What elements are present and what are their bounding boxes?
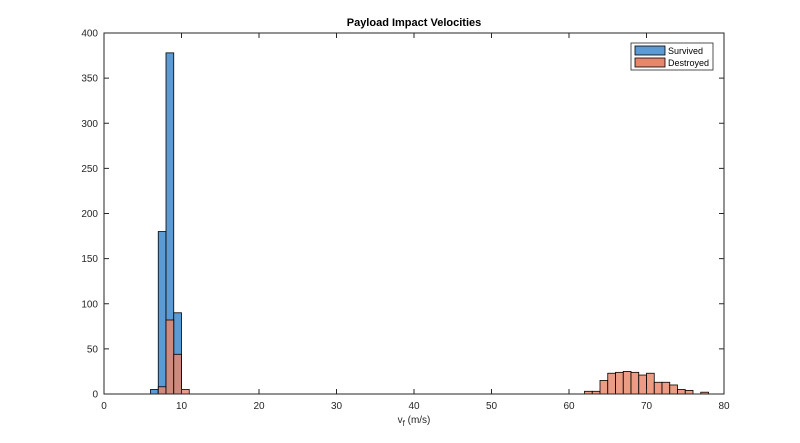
y-tick-label: 50 <box>87 344 99 355</box>
y-tick-label: 400 <box>81 29 98 40</box>
bar-destroyed-74 <box>677 389 686 395</box>
x-tick-label: 0 <box>101 401 107 412</box>
legend-swatch-destroyed <box>634 57 666 68</box>
y-tick-label: 100 <box>81 299 98 310</box>
x-tick-label: 10 <box>176 401 188 412</box>
legend-label-survived: Survived <box>668 46 703 56</box>
y-tick-label: 300 <box>81 119 98 130</box>
bar-destroyed-64 <box>599 380 609 395</box>
bar-destroyed-9 <box>173 353 182 395</box>
y-tick-label: 0 <box>92 390 98 401</box>
bar-destroyed-72 <box>661 381 671 395</box>
plot-area <box>104 33 724 394</box>
x-tick-label: 50 <box>486 401 498 412</box>
x-axis-label: vf (m/s) <box>398 415 431 428</box>
axes-box <box>103 32 725 395</box>
x-tick-label: 40 <box>408 401 420 412</box>
y-tick-label: 350 <box>81 74 98 85</box>
legend-swatch-survived <box>634 45 666 56</box>
bar-destroyed-69 <box>638 374 647 395</box>
x-tick-label: 80 <box>718 401 730 412</box>
x-tick-label: 20 <box>253 401 265 412</box>
x-tick-label: 60 <box>563 401 575 412</box>
bar-destroyed-67 <box>622 371 632 395</box>
x-axis-label-subscript: f <box>403 419 406 428</box>
ticks-layer: 0 10 20 30 40 50 60 70 80 0 50 100 150 200 250 300 350 40… <box>81 29 730 413</box>
bar-destroyed-7 <box>157 386 167 395</box>
x-axis-label-unit: (m/s) <box>405 415 431 426</box>
bar-destroyed-66 <box>615 371 624 395</box>
bar-destroyed-68 <box>630 371 640 395</box>
bar-destroyed-10 <box>181 389 190 395</box>
bar-destroyed-75 <box>684 389 694 395</box>
bar-destroyed-8 <box>165 319 175 395</box>
x-tick-label: 70 <box>641 401 653 412</box>
bar-destroyed-65 <box>607 372 616 395</box>
bar-destroyed-70 <box>646 372 655 395</box>
bar-survived-7 <box>157 231 167 395</box>
x-axis-label-base: v <box>398 415 403 426</box>
y-tick-label: 200 <box>81 209 98 220</box>
y-tick-label: 150 <box>81 254 98 265</box>
bar-destroyed-71 <box>653 381 663 395</box>
bar-destroyed-73 <box>669 384 678 395</box>
legend-label-destroyed: Destroyed <box>668 58 709 68</box>
y-tick-label: 250 <box>81 164 98 175</box>
bar-survived-6 <box>150 389 159 395</box>
legend: Survived Destroyed <box>630 42 714 71</box>
x-tick-label: 30 <box>331 401 343 412</box>
chart-title: Payload Impact Velocities <box>347 17 482 29</box>
